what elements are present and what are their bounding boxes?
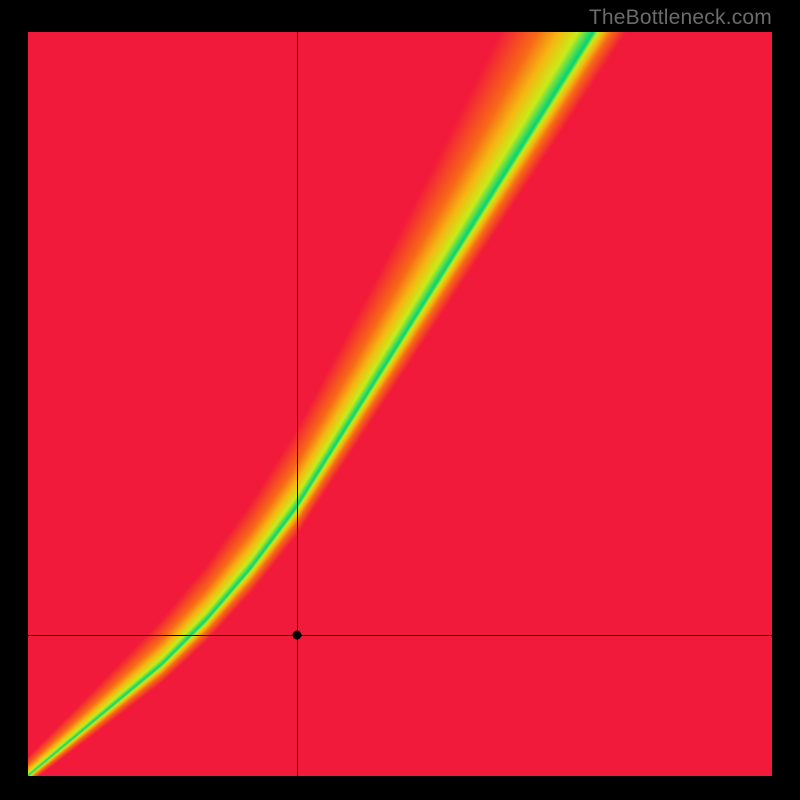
attribution-text: TheBottleneck.com [589, 6, 772, 30]
heatmap-canvas [28, 32, 772, 776]
chart-container: TheBottleneck.com [0, 0, 800, 800]
plot-area [28, 32, 772, 776]
